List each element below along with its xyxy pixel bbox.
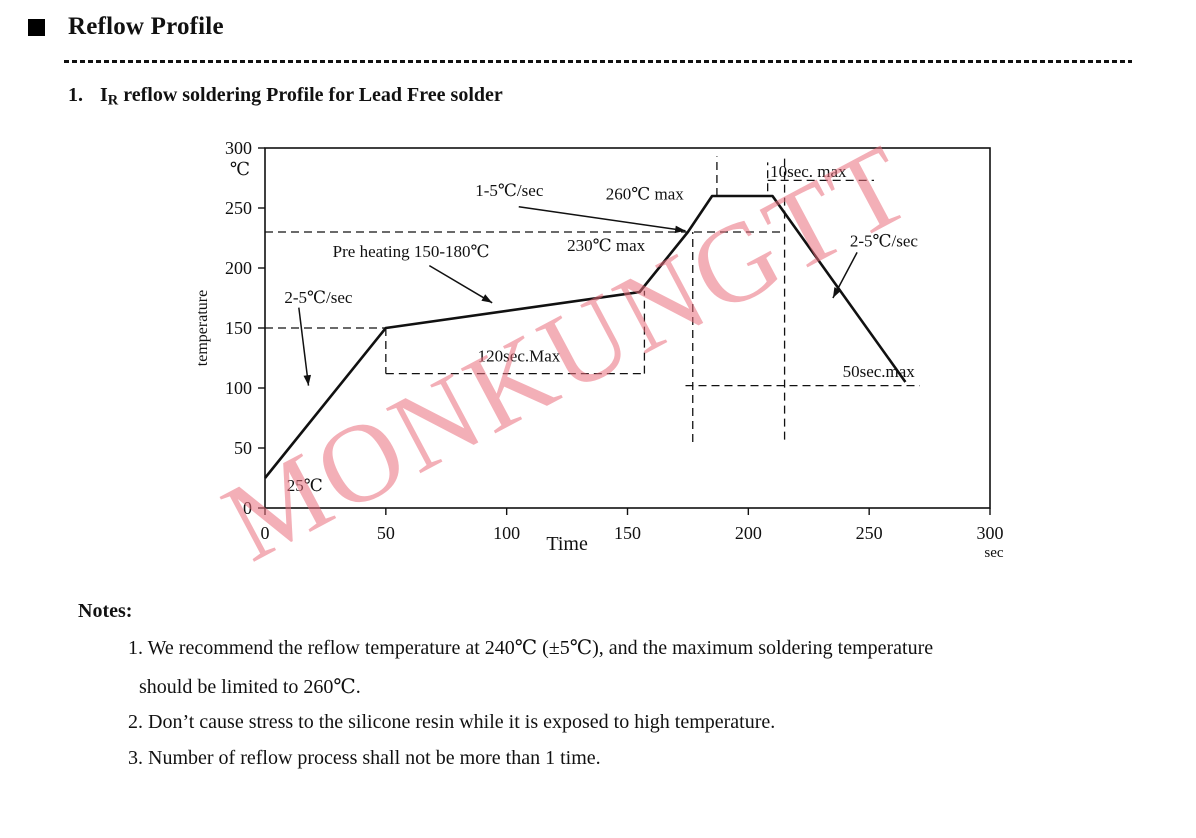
page-title: Reflow Profile	[68, 13, 224, 40]
chart-annotation: 2-5℃/sec	[850, 231, 919, 250]
x-tick-label: 150	[614, 523, 641, 543]
chart-annotation: 10sec. max	[770, 162, 847, 181]
chart-annotation: Pre heating 150-180℃	[333, 242, 490, 261]
y-tick-label: 100	[225, 378, 252, 398]
annotation-arrow	[518, 206, 686, 232]
x-tick-label: 300	[977, 523, 1004, 543]
section-title-rest: reflow soldering Profile for Lead Free s…	[118, 84, 503, 106]
x-axis-title: Time	[546, 533, 588, 555]
chart-annotation: 230℃ max	[567, 236, 646, 255]
y-tick-label: 250	[225, 198, 252, 218]
annotation-arrowhead	[674, 225, 686, 234]
chart-annotation: 120sec.Max	[478, 347, 561, 366]
notes-label: Notes:	[78, 600, 133, 622]
y-tick-label: 50	[234, 438, 252, 458]
x-axis-unit: sec	[984, 545, 1003, 561]
note-line-1b: should be limited to 260℃.	[139, 676, 361, 698]
note-line-2: 2. Don’t cause stress to the silicone re…	[128, 711, 776, 733]
reflow-profile-line	[263, 194, 907, 479]
chart-annotation: 2-5℃/sec	[284, 288, 353, 307]
annotation-arrowhead	[832, 287, 842, 298]
y-tick-label: 200	[225, 258, 252, 278]
chart-annotation: 1-5℃/sec	[475, 181, 544, 200]
chart-annotation: 25℃	[287, 476, 323, 495]
note-line-1: 1. We recommend the reflow temperature a…	[128, 637, 934, 659]
annotation-arrow	[428, 264, 493, 304]
x-tick-label: 100	[493, 523, 520, 543]
x-tick-label: 0	[261, 523, 270, 543]
annotation-arrowhead	[481, 294, 493, 303]
x-tick-label: 50	[377, 523, 395, 543]
y-axis-title: temperature	[194, 290, 211, 366]
section-number: 1.	[68, 84, 83, 106]
section-bullet-icon	[28, 18, 45, 36]
x-tick-label: 200	[735, 523, 762, 543]
section-title-subscript: R	[107, 92, 119, 109]
annotation-arrowhead	[303, 374, 311, 386]
y-tick-label: 0	[243, 498, 252, 518]
note-line-3: 3. Number of reflow process shall not be…	[128, 747, 601, 769]
dashed-separator	[64, 60, 1132, 63]
annotation-arrow	[298, 307, 310, 386]
chart-annotation: 50sec.max	[843, 362, 916, 381]
y-axis-unit: ℃	[230, 159, 250, 179]
document-title-row: Reflow Profile	[28, 13, 224, 41]
y-tick-label: 300	[225, 138, 252, 158]
y-tick-label: 150	[225, 318, 252, 338]
section-title-main: I	[100, 84, 108, 106]
chart-annotation: 260℃ max	[606, 185, 685, 204]
x-tick-label: 250	[856, 523, 883, 543]
section-heading: 1. IR reflow soldering Profile for Lead F…	[68, 84, 503, 110]
